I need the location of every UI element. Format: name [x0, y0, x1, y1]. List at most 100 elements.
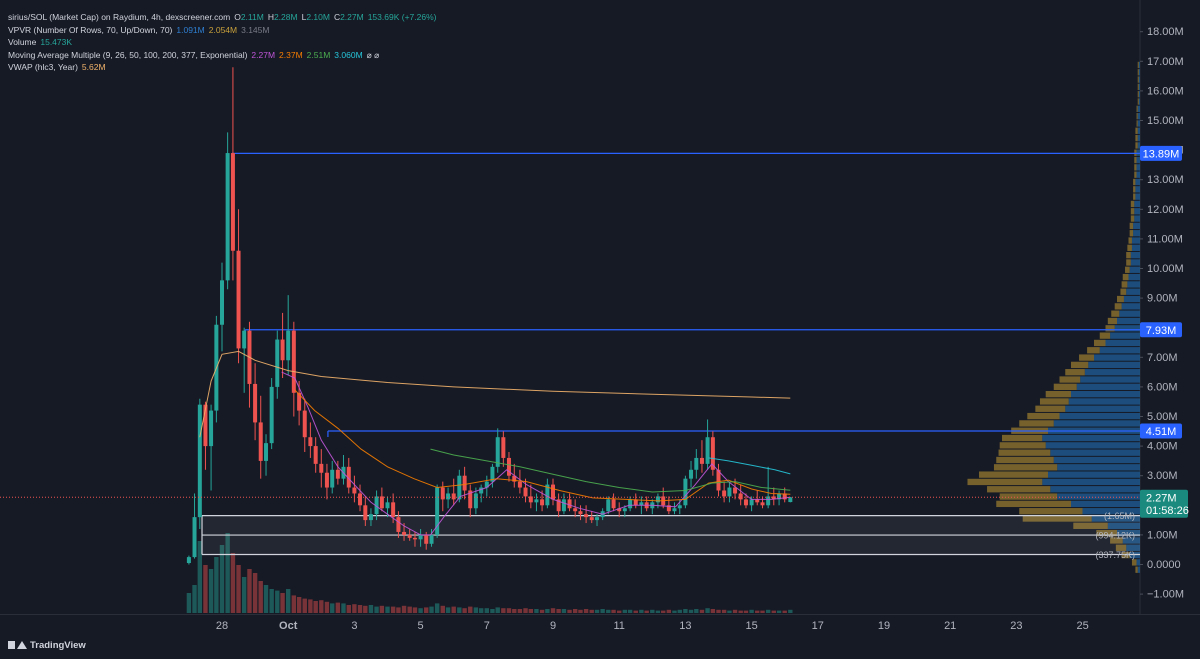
- volume-bar: [600, 609, 605, 613]
- x-tick-label: 15: [745, 620, 757, 632]
- volume-bar: [495, 607, 500, 613]
- vpvr-row-up: [1137, 142, 1140, 149]
- support-zone-label: (994.12K): [1095, 531, 1135, 541]
- vpvr-row-up: [1071, 390, 1140, 398]
- candle-body: [777, 493, 782, 500]
- vpvr-label[interactable]: VPVR (Number Of Rows, 70, Up/Down, 70): [8, 24, 173, 35]
- candle-body: [545, 484, 550, 506]
- volume-bar: [539, 609, 545, 613]
- vpvr-row-down: [1137, 76, 1139, 83]
- candle-body: [694, 457, 699, 470]
- vpvr-row-up: [1138, 76, 1140, 83]
- vpvr-row-up: [1137, 566, 1140, 573]
- candle-body: [710, 437, 715, 470]
- volume-bar: [390, 606, 396, 613]
- volume-bar: [699, 609, 705, 613]
- tradingview-mark-icon: [8, 639, 27, 651]
- x-tick-label: 9: [550, 620, 556, 632]
- volume-bar: [407, 606, 412, 613]
- legend-main[interactable]: sirius/SOL (Market Cap) on Raydium, 4h, …: [8, 11, 436, 24]
- vpvr-row-down: [1129, 222, 1134, 230]
- ma-value-3: 2.51M: [306, 49, 331, 60]
- candle-body: [462, 475, 467, 491]
- vpvr-row-down: [1094, 339, 1106, 347]
- volume-bar: [517, 609, 523, 613]
- vpvr-row-up: [1136, 156, 1140, 164]
- candle-body: [197, 404, 202, 518]
- candle-body: [186, 557, 191, 564]
- candle-body: [655, 496, 660, 503]
- vpvr-row-up: [1137, 127, 1140, 134]
- candle-body: [479, 487, 484, 494]
- y-tick-label: 15.00M: [1147, 115, 1184, 127]
- legend-volume[interactable]: Volume 15.473K: [8, 36, 436, 49]
- indicator-lines: [199, 350, 791, 536]
- vpvr-row-down: [1059, 376, 1081, 383]
- legend-vpvr[interactable]: VPVR (Number Of Rows, 70, Up/Down, 70) 1…: [8, 24, 436, 37]
- vwap-label[interactable]: VWAP (hlc3, Year): [8, 62, 78, 72]
- candle-body: [551, 484, 555, 500]
- last-price-label: 2.27M: [1146, 492, 1177, 504]
- horizontal-levels: [231, 152, 1140, 438]
- volume-bar: [230, 553, 236, 613]
- ma-na-icons: ⌀ ⌀: [366, 49, 380, 60]
- candle-body: [473, 493, 478, 509]
- x-tick-label: 3: [351, 620, 357, 632]
- legend-vwap[interactable]: VWAP (hlc3, Year) 5.62M: [8, 61, 436, 74]
- vpvr-row-down: [1137, 61, 1139, 69]
- vpvr-row-down: [999, 442, 1046, 449]
- y-tick-label: 1.00M: [1147, 529, 1178, 541]
- candle-body: [705, 437, 710, 464]
- volume-bar: [241, 577, 247, 613]
- open-key: O: [234, 12, 241, 22]
- volume-label[interactable]: Volume: [8, 37, 37, 47]
- vpvr-row-up: [1117, 529, 1140, 537]
- candle-body: [782, 493, 787, 500]
- tradingview-logo[interactable]: TradingView: [8, 639, 86, 651]
- candle-body: [722, 490, 727, 497]
- volume-bar: [296, 597, 302, 613]
- volume-bar: [611, 609, 616, 613]
- vpvr-row-down: [1130, 208, 1135, 215]
- vpvr-row-up: [1076, 383, 1140, 390]
- vpvr-row-down: [998, 449, 1051, 456]
- vpvr-row-up: [1138, 69, 1140, 76]
- vwap-value: 5.62M: [81, 62, 106, 72]
- volume-bar: [683, 609, 688, 613]
- candle-body: [297, 392, 302, 411]
- volume-bar: [440, 605, 445, 613]
- volume-bar: [567, 609, 572, 613]
- candle-body: [738, 493, 743, 500]
- volume-bar: [617, 610, 622, 613]
- volume-bar: [286, 589, 291, 613]
- symbol-label[interactable]: sirius/SOL (Market Cap) on Raydium, 4h, …: [8, 12, 231, 22]
- vpvr-row-up: [1138, 83, 1140, 91]
- candle-body: [484, 481, 489, 488]
- candle-body: [225, 153, 230, 281]
- candle-body: [584, 514, 589, 518]
- x-tick-label: 13: [679, 620, 691, 632]
- candle-body: [534, 499, 539, 503]
- candle-body: [253, 383, 258, 423]
- vpvr-row-down: [987, 486, 1051, 493]
- candle-body: [368, 514, 373, 521]
- volume-bar: [478, 608, 484, 613]
- vpvr-row-down: [996, 500, 1071, 508]
- volume-bar: [424, 607, 429, 613]
- ma-label[interactable]: Moving Average Multiple (9, 26, 50, 100,…: [8, 49, 248, 60]
- volume-bar: [203, 565, 208, 613]
- vpvr-row-up: [1068, 398, 1140, 405]
- vpvr-row-up: [1050, 449, 1140, 456]
- vpvr-row-down: [1126, 252, 1131, 259]
- volume-bar: [258, 581, 263, 613]
- volume-bar: [749, 609, 754, 613]
- vpvr-row-down: [1134, 149, 1137, 156]
- volume-bar: [788, 609, 793, 613]
- x-tick-label: 7: [484, 620, 490, 632]
- volume-bar: [732, 609, 738, 613]
- legend-ma[interactable]: Moving Average Multiple (9, 26, 50, 100,…: [8, 49, 436, 62]
- x-axis[interactable]: 28 Oct 3 5 7 9 11 13 15 17 19 21 23 25: [216, 620, 1089, 632]
- candle-body: [424, 534, 429, 544]
